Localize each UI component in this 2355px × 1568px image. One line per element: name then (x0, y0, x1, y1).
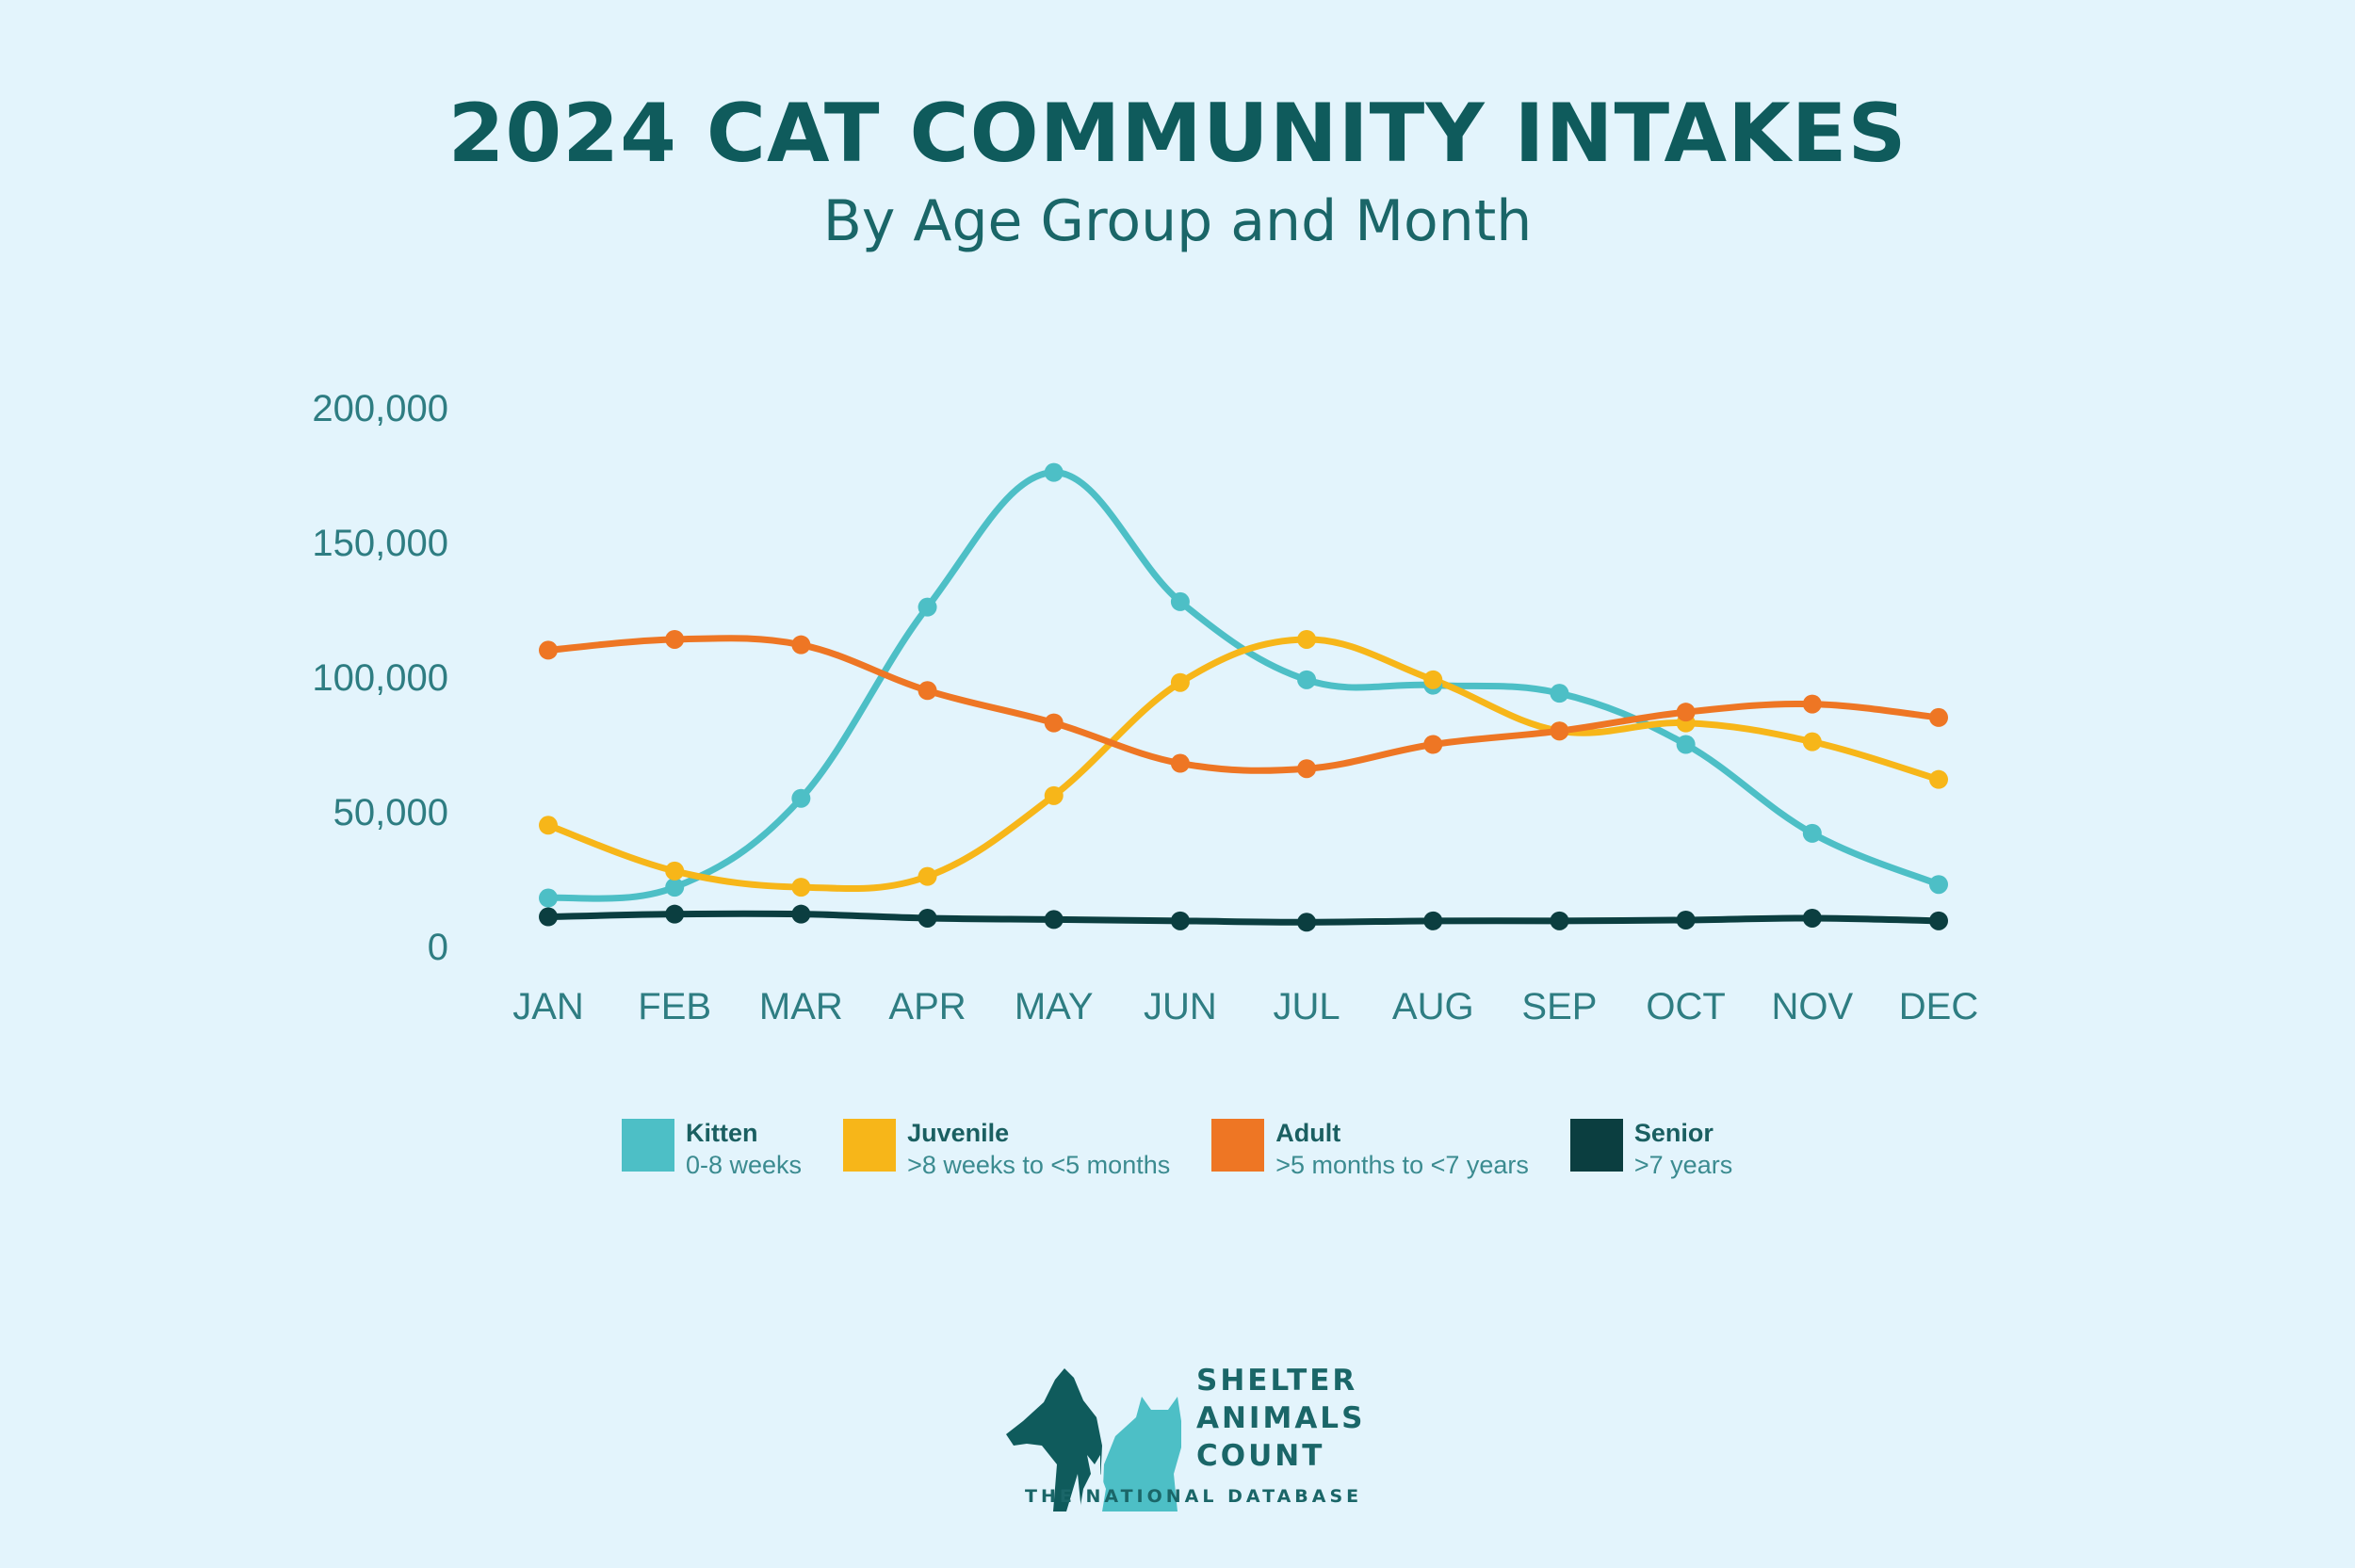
logo-line-1: SHELTER (1196, 1364, 1358, 1398)
data-point-kitten-nov (1802, 823, 1822, 843)
y-axis: 0 50,000 100,000 150,000 200,000 (312, 388, 448, 968)
data-point-senior-jul (1297, 913, 1317, 932)
data-point-juvenile-jun (1170, 672, 1190, 692)
data-point-kitten-dec (1929, 875, 1948, 895)
legend-name: Juvenile (907, 1119, 1010, 1147)
data-point-juvenile-feb (665, 861, 685, 881)
data-point-adult-may (1044, 713, 1064, 733)
data-point-senior-jun (1170, 911, 1190, 930)
logo-tagline: THE NATIONAL DATABASE (1025, 1486, 1363, 1507)
series-line-juvenile (544, 636, 1942, 893)
x-tick-label: OCT (1646, 986, 1725, 1027)
shelter-animals-count-logo-icon (1006, 1368, 1181, 1511)
legend-name: Kitten (686, 1119, 758, 1147)
legend-swatch-kitten (622, 1119, 674, 1172)
legend-swatch-adult (1211, 1119, 1265, 1172)
data-point-kitten-jun (1170, 591, 1190, 611)
series-points (539, 462, 1948, 932)
data-point-kitten-sep (1550, 684, 1569, 703)
data-point-senior-oct (1676, 910, 1696, 929)
data-point-senior-aug (1423, 911, 1443, 930)
line-chart: 0 50,000 100,000 150,000 200,000 JAN FEB MAR AP… (312, 388, 1978, 1027)
y-tick-label: 150,000 (312, 523, 448, 564)
data-point-senior-dec (1929, 911, 1948, 930)
data-point-juvenile-jul (1297, 629, 1317, 649)
data-point-adult-jul (1297, 759, 1317, 779)
data-point-senior-sep (1550, 911, 1569, 930)
data-point-senior-nov (1802, 908, 1822, 928)
data-point-juvenile-may (1044, 785, 1064, 805)
x-tick-label: AUG (1392, 986, 1474, 1027)
data-point-kitten-apr (918, 597, 937, 617)
data-point-adult-sep (1550, 721, 1569, 741)
data-point-juvenile-jan (539, 816, 558, 835)
data-point-adult-oct (1676, 703, 1696, 722)
data-point-adult-dec (1929, 707, 1948, 727)
data-point-senior-apr (918, 908, 937, 928)
y-tick-label: 50,000 (333, 792, 448, 833)
data-point-adult-jan (539, 640, 558, 660)
data-point-adult-mar (791, 635, 811, 655)
legend-swatch-senior (1569, 1119, 1623, 1172)
y-tick-label: 0 (428, 927, 448, 968)
data-point-adult-jun (1170, 753, 1190, 773)
x-tick-label: JUN (1144, 986, 1217, 1027)
legend-swatch-juvenile (843, 1119, 897, 1172)
series-line-kitten (544, 469, 1942, 902)
series-line-senior (544, 910, 1942, 926)
legend-description: 0-8 weeks (686, 1151, 803, 1179)
x-tick-label: JAN (512, 986, 584, 1027)
series-line-adult (544, 635, 1942, 774)
x-tick-label: SEP (1521, 986, 1597, 1027)
data-point-adult-nov (1802, 694, 1822, 714)
data-point-adult-apr (918, 681, 937, 701)
data-point-adult-feb (665, 629, 685, 649)
data-point-kitten-oct (1676, 735, 1696, 754)
data-point-senior-feb (665, 904, 685, 924)
legend-name: Adult (1275, 1119, 1341, 1147)
data-point-senior-may (1044, 910, 1064, 929)
data-point-juvenile-nov (1802, 732, 1822, 752)
data-point-kitten-feb (665, 878, 685, 897)
logo-line-2: ANIMALS (1196, 1401, 1366, 1435)
chart-title: 2024 CAT COMMUNITY INTAKES (447, 87, 1908, 181)
data-point-juvenile-mar (791, 878, 811, 897)
x-tick-label: MAY (1015, 986, 1094, 1027)
y-tick-label: 100,000 (312, 657, 448, 699)
x-axis: JAN FEB MAR APR MAY JUN JUL AUG SEP OCT NOV DEC (512, 986, 1978, 1027)
series-lines (544, 469, 1942, 926)
data-point-kitten-jan (539, 888, 558, 908)
legend-item-senior: Senior >7 years (1569, 1117, 1733, 1181)
x-tick-label: FEB (638, 986, 711, 1027)
data-point-senior-mar (791, 904, 811, 924)
x-tick-label: DEC (1899, 986, 1978, 1027)
data-point-juvenile-dec (1929, 769, 1948, 789)
chart-subtitle: By Age Group and Month (822, 188, 1533, 254)
legend-item-juvenile: Juvenile >8 weeks to <5 months (843, 1117, 1170, 1181)
legend-description: >7 years (1633, 1151, 1733, 1179)
data-point-kitten-jul (1297, 670, 1317, 689)
x-tick-label: NOV (1771, 986, 1853, 1027)
logo-wordmark: SHELTER ANIMALS COUNT (1196, 1362, 1365, 1475)
data-point-adult-aug (1423, 735, 1443, 754)
x-tick-label: JUL (1274, 986, 1340, 1027)
legend-item-adult: Adult >5 months to <7 years (1211, 1117, 1529, 1181)
legend: Kitten 0-8 weeks Juvenile >8 weeks to <5… (622, 1117, 1774, 1181)
legend-description: >8 weeks to <5 months (907, 1151, 1171, 1179)
logo-line-3: COUNT (1196, 1439, 1325, 1473)
x-tick-label: MAR (759, 986, 843, 1027)
legend-item-kitten: Kitten 0-8 weeks (622, 1117, 802, 1181)
legend-description: >5 months to <7 years (1275, 1151, 1529, 1179)
data-point-senior-jan (539, 907, 558, 927)
data-point-kitten-mar (791, 788, 811, 808)
data-point-kitten-may (1044, 462, 1064, 482)
data-point-juvenile-apr (918, 866, 937, 886)
data-point-juvenile-aug (1423, 670, 1443, 689)
x-tick-label: APR (888, 986, 966, 1027)
legend-name: Senior (1633, 1119, 1713, 1147)
y-tick-label: 200,000 (312, 388, 448, 429)
